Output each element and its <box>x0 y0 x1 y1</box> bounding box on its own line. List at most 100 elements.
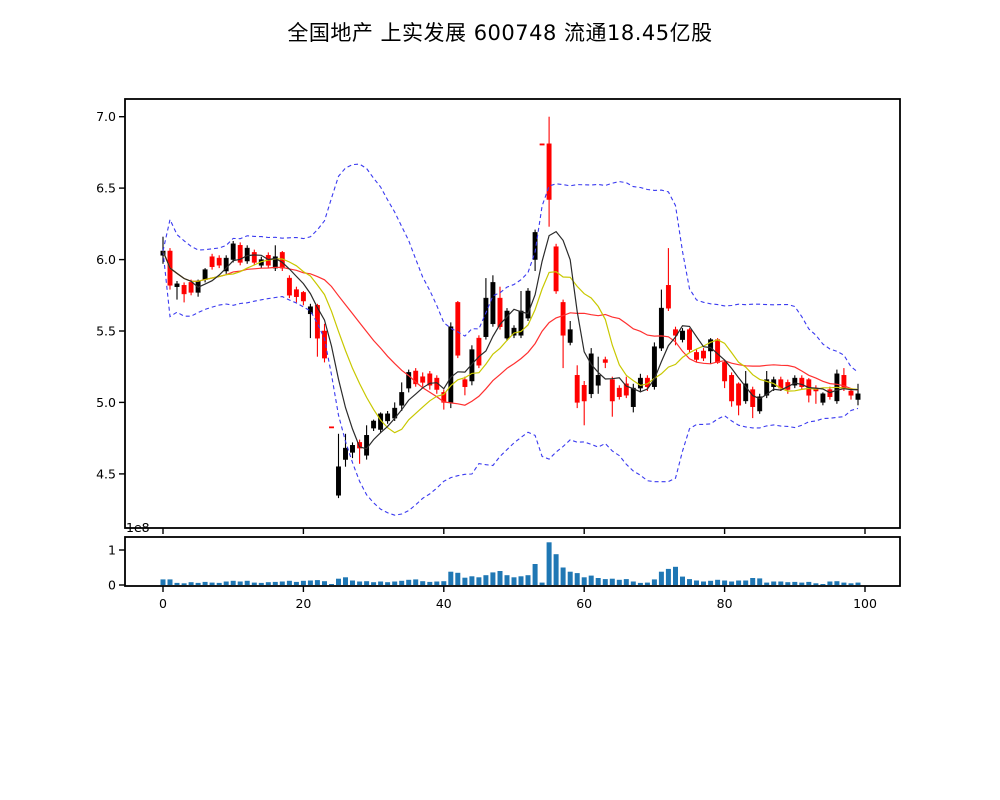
volume-bar <box>329 584 334 585</box>
candle-up <box>364 435 370 456</box>
candle-down <box>729 375 735 402</box>
candle-down <box>293 289 299 297</box>
x-tick-label: 20 <box>295 596 311 611</box>
volume-bar <box>701 581 706 585</box>
candle-up <box>658 307 664 349</box>
price-tick-label: 4.5 <box>96 466 116 481</box>
candle-up <box>595 375 601 386</box>
x-tick-label: 80 <box>717 596 733 611</box>
volume-bar <box>574 573 580 585</box>
volume-bar <box>567 571 573 585</box>
candle-up <box>820 393 826 403</box>
candle-up <box>680 330 685 340</box>
price-tick-label: 5.0 <box>96 395 116 410</box>
ma20-line <box>162 250 859 406</box>
x-tick-label: 100 <box>853 596 877 611</box>
volume-bar <box>174 582 180 585</box>
candle-down <box>546 143 552 200</box>
volume-bar <box>623 579 629 586</box>
volume-bar <box>616 579 622 586</box>
volume-bar <box>406 579 412 586</box>
candle-up <box>244 247 250 262</box>
candle-down <box>750 389 756 407</box>
candle-down <box>581 385 587 402</box>
candle-up <box>792 377 798 386</box>
volume-bar <box>300 580 306 585</box>
candle-up <box>708 339 714 352</box>
candle-up <box>336 466 341 496</box>
volume-bar <box>314 580 320 585</box>
volume-bar <box>532 564 538 585</box>
volume-bar <box>729 581 735 585</box>
candle-down <box>665 285 671 309</box>
volume-bar <box>364 581 370 586</box>
volume-bar <box>497 571 503 585</box>
volume-bar <box>202 581 208 585</box>
candle-up <box>525 290 531 319</box>
candle-up <box>630 387 636 407</box>
candle-down <box>715 339 721 363</box>
volume-bar <box>511 577 517 585</box>
chart-title: 全国地产 上实发展 600748 流通18.45亿股 <box>287 21 713 45</box>
volume-bar <box>539 582 545 586</box>
volume-bar <box>307 580 313 585</box>
candle-down <box>181 285 187 295</box>
price-tick-label: 6.0 <box>96 252 116 267</box>
price-tick-label: 5.5 <box>96 324 116 339</box>
volume-bar <box>385 582 391 585</box>
volume-bar <box>258 582 264 585</box>
candle-down <box>574 375 580 403</box>
x-tick-label: 60 <box>576 596 592 611</box>
volume-bar <box>792 581 798 585</box>
candle-up <box>350 445 355 453</box>
candle-up <box>511 327 517 336</box>
volume-bar <box>581 577 587 585</box>
volume-bar <box>504 575 510 585</box>
volume-bar <box>322 581 327 586</box>
candle-up <box>588 353 594 395</box>
volume-bar <box>350 580 355 585</box>
volume-bar <box>637 582 643 585</box>
bollinger-upper-band <box>162 163 859 373</box>
volume-bar <box>293 581 299 585</box>
candle-down <box>560 302 566 336</box>
volume-bar <box>181 583 187 586</box>
candle-down <box>286 277 292 296</box>
candle-down <box>314 305 320 339</box>
candle-down <box>701 350 706 359</box>
volume-bar <box>167 579 173 585</box>
candle-down <box>462 379 468 387</box>
volume-scale-offset-label: 1e8 <box>126 520 150 535</box>
volume-bar <box>806 581 812 585</box>
x-tick-label: 0 <box>159 596 167 611</box>
ma10-line <box>162 250 859 434</box>
candle-up <box>202 269 208 280</box>
candle-down <box>216 257 222 266</box>
volume-bar <box>743 580 749 585</box>
volume-bar <box>651 579 657 585</box>
volume-bar <box>588 575 594 586</box>
volume-tick-label: 1 <box>108 543 116 558</box>
candle-up <box>532 232 538 260</box>
candle-down <box>553 246 559 292</box>
candle-down <box>694 352 699 360</box>
volume-bar <box>286 580 292 585</box>
volume-bar <box>188 582 194 585</box>
volume-bar <box>827 581 833 585</box>
volume-bar <box>834 581 840 586</box>
candle-up <box>504 310 510 339</box>
candle-down <box>209 256 215 267</box>
volume-bar <box>785 582 791 585</box>
candle-down <box>300 292 306 302</box>
volume-bar <box>687 579 692 586</box>
volume-bar <box>658 571 664 585</box>
volume-bar <box>195 582 201 585</box>
candle-up <box>757 396 763 412</box>
candle-down <box>329 426 334 429</box>
candle-up <box>490 282 496 325</box>
volume-bar <box>448 571 454 585</box>
candle-down <box>609 379 615 402</box>
volume-bar <box>490 572 496 585</box>
candle-up <box>448 326 454 403</box>
